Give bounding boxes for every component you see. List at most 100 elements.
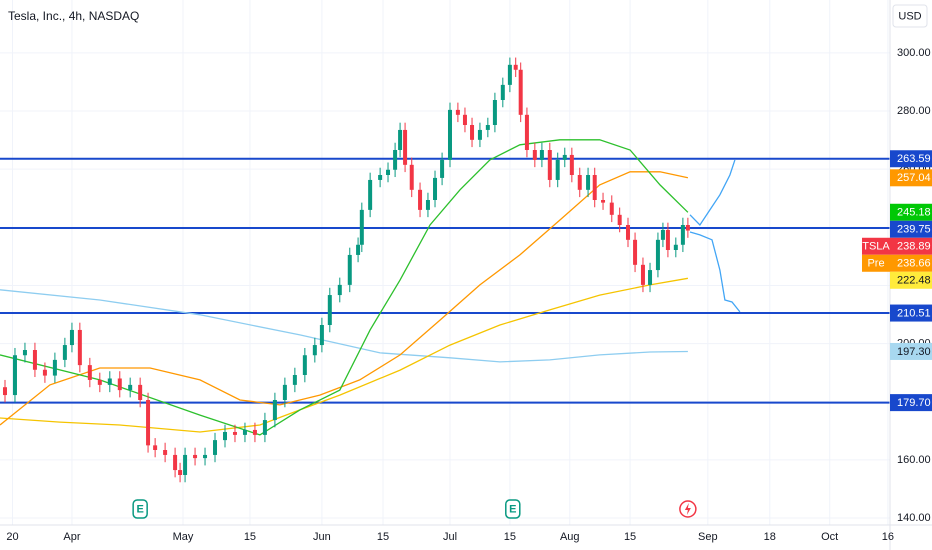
candle-body	[398, 129, 403, 150]
candle-body	[327, 295, 332, 325]
candle-body	[633, 239, 638, 265]
candle-body	[524, 114, 529, 150]
candle-body	[513, 64, 518, 70]
candle-body	[562, 154, 567, 160]
candle-body	[617, 214, 622, 225]
candle-body	[319, 325, 324, 346]
candle-body	[173, 454, 178, 471]
price-tag: Pre	[867, 258, 884, 270]
candle-body	[42, 369, 47, 376]
candle-body	[22, 350, 27, 356]
candle-body	[609, 202, 614, 215]
candle-body	[485, 125, 490, 130]
candle-body	[242, 429, 247, 435]
price-tag: TSLA	[862, 241, 890, 253]
y-tick-label: 300.00	[897, 47, 931, 59]
candle-body	[532, 150, 537, 160]
candle-body	[447, 109, 452, 160]
candle-body	[12, 355, 17, 396]
price-label: 263.59	[897, 153, 931, 165]
candle-body	[153, 445, 158, 450]
candle-body	[673, 244, 678, 250]
candle-body	[462, 114, 467, 125]
price-tag-box	[862, 254, 890, 272]
moving-average	[0, 277, 689, 433]
candle-body	[302, 355, 307, 375]
x-tick-label: Jun	[313, 531, 331, 543]
candle-body	[403, 129, 408, 165]
candle-body	[685, 225, 690, 231]
x-tick-label: 15	[377, 531, 389, 543]
candle-body	[477, 129, 482, 140]
moving-average	[0, 139, 689, 436]
candle-body	[577, 175, 582, 190]
projection-line	[689, 231, 741, 313]
candle-body	[87, 365, 92, 380]
candle-body	[359, 209, 364, 245]
candle-body	[107, 378, 112, 385]
candle-body	[507, 64, 512, 85]
candle-body	[178, 470, 183, 475]
price-label-box	[890, 203, 932, 221]
candle-body	[347, 254, 352, 285]
candle-body	[272, 400, 277, 421]
candle-body	[2, 387, 7, 396]
candle-body	[393, 150, 398, 170]
y-tick-label: 140.00	[897, 512, 931, 524]
axes: 20 Apr May 15 Jun 15 Jul 15 Aug 15 Sep 18 Oct 16140.0…	[6, 47, 932, 543]
x-tick-label: 18	[764, 531, 776, 543]
x-tick-label: 15	[624, 531, 636, 543]
candle-body	[378, 175, 383, 180]
candle-body	[547, 150, 552, 180]
candle-body	[500, 84, 505, 100]
moving-average	[0, 171, 689, 426]
candle-body	[555, 159, 560, 180]
candle-body	[193, 454, 198, 459]
earnings-label: E	[509, 503, 516, 515]
candle-body	[601, 200, 606, 203]
x-tick-label: Oct	[821, 531, 838, 543]
price-label: 179.70	[897, 397, 931, 409]
candle-body	[213, 440, 218, 455]
x-tick-label: Sep	[698, 531, 718, 543]
price-label-box	[890, 394, 932, 412]
candle-body	[163, 450, 168, 455]
currency[interactable]: USD	[898, 10, 921, 22]
candle-body	[648, 270, 653, 285]
candle-body	[640, 264, 645, 285]
x-tick-label: Aug	[560, 531, 580, 543]
currency-button[interactable]	[892, 4, 928, 28]
x-tick-label: Jul	[443, 531, 457, 543]
price-label-box	[890, 169, 932, 187]
chart-title: Tesla, Inc., 4h, NASDAQ	[8, 9, 139, 23]
y-tick-label: 280.00	[897, 105, 931, 117]
candle-body	[138, 384, 143, 400]
candle-body	[470, 125, 475, 140]
earnings-badge	[505, 499, 521, 519]
candle-body	[455, 109, 460, 115]
price-label: 257.04	[897, 172, 931, 184]
candle-body	[62, 345, 67, 360]
price-label: 210.51	[897, 307, 931, 319]
price-label: 238.66	[897, 258, 931, 270]
candle-body	[433, 177, 438, 200]
candle-body	[292, 375, 297, 385]
candle-body	[518, 69, 523, 115]
candle-body	[492, 100, 497, 125]
candle-body	[232, 431, 237, 435]
candle-body	[52, 359, 57, 376]
candle-body	[117, 378, 122, 391]
price-label-box	[890, 271, 932, 289]
candle-body	[569, 154, 574, 175]
candle-body	[252, 429, 257, 435]
earnings-badge	[132, 499, 148, 519]
x-tick-label: 16	[882, 531, 894, 543]
x-tick-label: 20	[6, 531, 18, 543]
candle-body	[539, 150, 544, 160]
candle-body	[146, 400, 151, 446]
candle-body	[680, 225, 685, 245]
